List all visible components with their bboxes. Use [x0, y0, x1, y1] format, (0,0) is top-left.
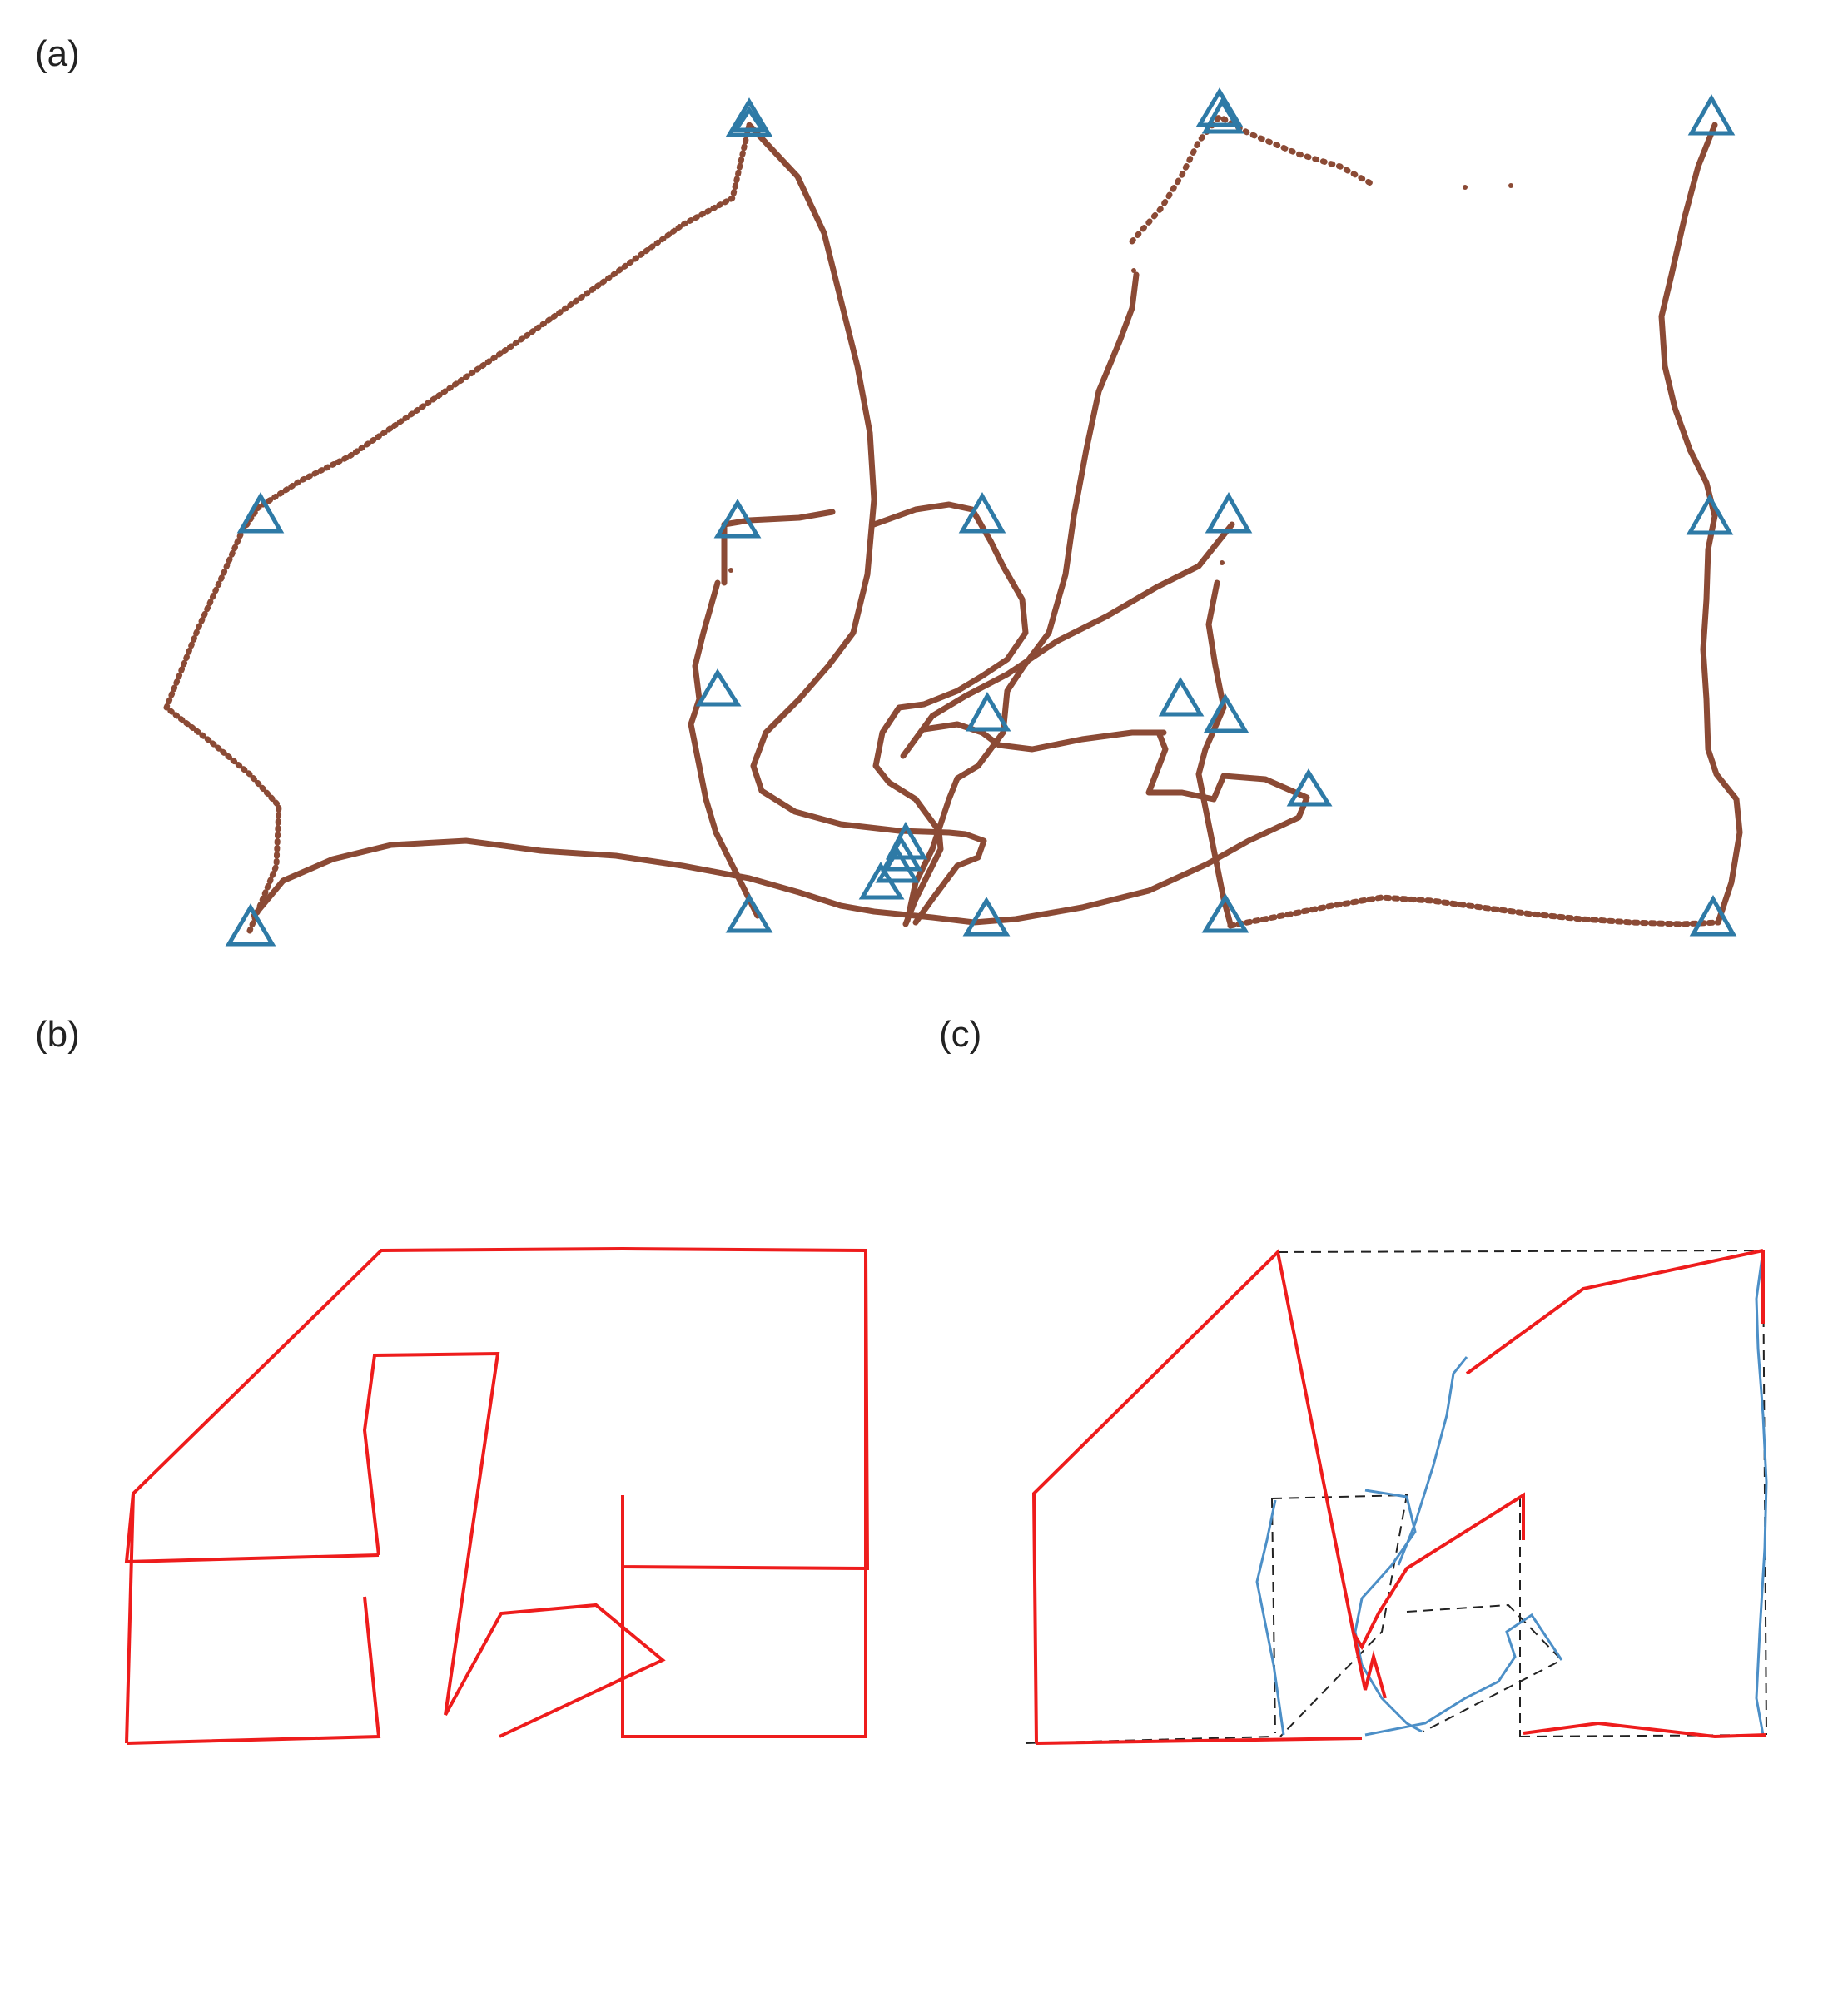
trajectory-point — [1508, 183, 1513, 188]
anchor-marker-mid-center-right — [1205, 491, 1253, 534]
overlay-bottom-right — [1523, 1721, 1767, 1739]
measured-trace-e — [1755, 1250, 1768, 1736]
overlay-upper-right — [1465, 1249, 1764, 1375]
trajectory-point — [1131, 268, 1136, 273]
panel-b-reconstruction — [124, 1246, 870, 1745]
anchor-marker-inner-center — [965, 691, 1011, 732]
anchor-marker-top-right — [1687, 93, 1736, 136]
reconstruction-overlay — [1031, 1248, 1767, 1745]
anchor-marker-mid-center — [958, 491, 1006, 534]
panel-b-label: (b) — [35, 1014, 80, 1055]
overlay-outer-path — [1031, 1248, 1380, 1744]
anchor-marker-cluster-4 — [858, 862, 905, 900]
measured-traces — [1255, 1250, 1768, 1737]
reconstruction-loop-path — [444, 1603, 666, 1738]
anchor-marker-mid-center-left — [713, 499, 762, 539]
trajectory-point — [728, 568, 733, 573]
panel-c-label: (c) — [939, 1014, 982, 1055]
trajectory-paths — [163, 113, 1743, 934]
reconstruction-bottom-edge — [126, 1596, 381, 1745]
overlay-right-segment — [1377, 1492, 1525, 1615]
trajectory-path-right-bottom — [1227, 894, 1721, 929]
anchor-markers — [225, 87, 1737, 947]
anchor-marker-mid-left — [236, 491, 285, 534]
anchor-marker-bottom-center-right — [1201, 893, 1249, 933]
anchor-marker-cluster-2 — [880, 835, 923, 872]
trajectory-path-top-drop — [746, 122, 987, 926]
trajectory-path-left-loop — [163, 122, 753, 934]
trajectory-path-mid-left — [721, 509, 836, 586]
anchor-marker-bottom-center-left — [725, 893, 773, 933]
reconstruction-outer-path — [124, 1246, 870, 1571]
anchor-marker-cluster-3 — [875, 847, 920, 883]
trajectory-point — [1220, 560, 1225, 565]
overlay-center-cluster — [1352, 1633, 1387, 1699]
reference-inner-box — [1271, 1494, 1408, 1737]
anchor-marker-bottom-left — [225, 903, 276, 947]
measured-trace-d — [1397, 1356, 1468, 1566]
trajectory-path-far-right — [1658, 122, 1743, 926]
anchor-marker-top-left-inner — [732, 106, 767, 132]
panel-a-trajectory-plot — [163, 87, 1743, 947]
reconstruction-outer-left-edge — [125, 1493, 135, 1744]
reference-left-vertical — [1271, 1498, 1276, 1734]
reference-outline — [1025, 1250, 1767, 1744]
trajectory-path-mid-left-lower — [688, 579, 761, 919]
anchor-marker-bottom-center — [962, 897, 1011, 937]
trajectory-path-bottom-sweep — [251, 721, 1310, 926]
reconstruction-paths — [124, 1246, 870, 1745]
trajectory-path-center-arc — [871, 501, 1029, 927]
anchor-marker-inner-right-b — [1203, 693, 1249, 733]
anchor-marker-top-middle-inner — [1201, 97, 1244, 134]
anchor-marker-inner-left — [695, 668, 742, 707]
anchor-marker-inner-far-right — [1286, 768, 1333, 807]
panel-a-label: (a) — [35, 33, 80, 74]
trajectory-path-right-middle — [1195, 579, 1234, 927]
reference-top-edge — [1277, 1250, 1764, 1253]
trajectory-path-top-mid — [1129, 113, 1377, 245]
panel-c-overlay — [1025, 1248, 1768, 1745]
anchor-marker-top-middle — [1195, 87, 1244, 127]
sparse-points — [728, 183, 1513, 573]
reference-inner-right — [1406, 1603, 1563, 1732]
reference-right-edge — [1762, 1250, 1767, 1736]
measured-trace-c — [1364, 1613, 1563, 1737]
anchor-marker-inner-right-a — [1158, 676, 1205, 717]
measured-trace-a — [1255, 1499, 1285, 1736]
measured-trace-b — [1354, 1489, 1423, 1733]
overlay-bottom-edge — [1036, 1737, 1363, 1745]
anchor-marker-mid-right — [1686, 493, 1734, 535]
anchor-marker-bottom-right — [1689, 894, 1737, 937]
trajectory-path-right-diagonal — [900, 521, 1235, 759]
anchor-marker-top-left — [725, 97, 773, 137]
trajectory-point — [1463, 185, 1468, 190]
reconstruction-right-bottom — [621, 1250, 867, 1738]
reconstruction-inner-path — [362, 1351, 500, 1716]
